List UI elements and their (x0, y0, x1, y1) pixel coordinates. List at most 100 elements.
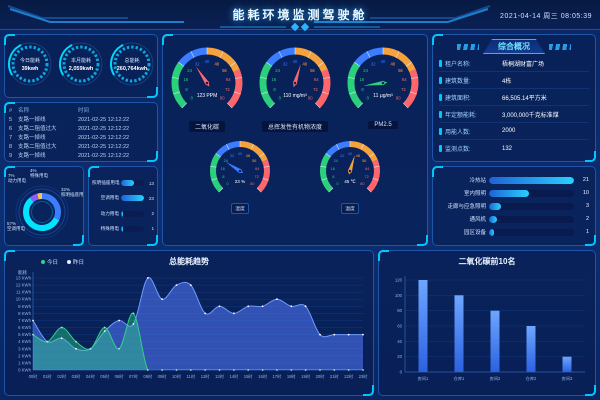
svg-text:72: 72 (364, 175, 368, 179)
gauge-label: 温度 (341, 203, 359, 214)
overview-row-value: 4栋 (502, 78, 512, 85)
svg-text:16时: 16时 (258, 373, 268, 379)
svg-text:3 KWh: 3 KWh (18, 346, 32, 351)
svg-text:72: 72 (401, 87, 406, 92)
svg-text:5 KWh: 5 KWh (18, 332, 32, 337)
co2-bar (526, 326, 536, 372)
svg-text:40: 40 (397, 339, 402, 344)
co2-top10-panel: 二氧化碳前10名 0 20 40 60 80 100 120 房间1 仓库1 房间2 仓库2 房间3 (378, 250, 596, 396)
svg-text:8: 8 (361, 87, 364, 92)
svg-text:40: 40 (238, 152, 242, 156)
co2-bar (562, 356, 572, 372)
svg-text:13时: 13时 (215, 373, 225, 379)
overview-row-value: 3,000,000千克标准煤 (502, 112, 559, 119)
gauge-value: 110 mg/m³ (283, 93, 307, 99)
svg-text:12时: 12时 (201, 373, 211, 379)
svg-text:32: 32 (230, 154, 234, 158)
svg-text:4 KWh: 4 KWh (18, 339, 32, 344)
overview-panel: 综合概况 租户名称: 梧桐湖财富广场 建筑数量: 4栋 建筑面积: 66,505.14平方… (432, 34, 596, 162)
mix-bar-label: 照明插座用电 (92, 180, 120, 186)
kpi-ring-0: 今日能耗 39kwh (7, 41, 53, 92)
alarm-row: 8 支路二阻值过大 2021-02-25 12:12:22 (9, 143, 153, 152)
svg-text:房间3: 房间3 (562, 375, 573, 382)
mix-bar-track (121, 225, 144, 232)
header-deco-center-icon (220, 23, 380, 31)
overview-row-tick (439, 59, 442, 67)
legend-item-昨日[interactable]: 昨日 (67, 258, 84, 266)
svg-text:0: 0 (367, 96, 370, 101)
alarm-cell: 9 (9, 153, 13, 159)
svg-text:56: 56 (362, 159, 366, 163)
trend-y-axis-label: 能耗 (18, 269, 27, 276)
overview-rows: 租户名称: 梧桐湖财富广场 建筑数量: 4栋 建筑面积: 66,505.14平方米 年定额能… (439, 55, 589, 157)
svg-text:0 KWh: 0 KWh (18, 368, 32, 373)
overview-row-tick (439, 110, 442, 118)
gauge-value: 23 % (235, 179, 245, 184)
overview-row-tick (439, 145, 442, 152)
svg-text:72: 72 (225, 87, 230, 92)
svg-text:仓库2: 仓库2 (526, 375, 537, 382)
device-bar-label: 走廊与应急照明 (447, 204, 486, 210)
mix-bar-fill (121, 195, 144, 202)
gauge-value: 11 μg/m³ (373, 93, 393, 99)
gauge-label: 湿度 (231, 203, 249, 214)
donut-label: 57%空调用电 (7, 221, 25, 232)
gauge-co2: 0 8 16 24 32 40 48 56 64 72 80 123 PPM 二氧化碳 (163, 42, 251, 132)
overview-row-label: 建筑面积: (445, 95, 471, 102)
device-bar-fill (489, 176, 574, 184)
gauge-label: PM2.5 (368, 121, 398, 129)
overview-row-label: 年定额能耗: (445, 112, 477, 119)
mix-bar-value: 23 (148, 195, 154, 201)
mix-bar-row: 空调用电 23 (92, 195, 154, 202)
overview-row-label: 建筑数量: (445, 78, 471, 85)
svg-text:9 KWh: 9 KWh (18, 304, 32, 309)
svg-text:40: 40 (205, 59, 210, 64)
svg-text:24: 24 (334, 159, 338, 163)
mix-bar-fill (121, 225, 124, 232)
device-bar-value: 3 (585, 203, 589, 209)
legend-item-今日[interactable]: 今日 (41, 258, 58, 266)
svg-text:8: 8 (273, 87, 276, 92)
svg-text:16: 16 (331, 167, 335, 171)
svg-text:24: 24 (224, 159, 228, 163)
alarm-cell: 2021-02-25 12:12:22 (78, 153, 130, 159)
device-bar-label: 室内照明 (463, 191, 486, 197)
co2-bar-chart: 0 20 40 60 80 100 120 房间1 仓库1 房间2 仓库2 房间3 (395, 276, 585, 382)
svg-text:02时: 02时 (57, 373, 67, 379)
alarm-cell: 2021-02-25 12:12:22 (78, 144, 130, 150)
svg-text:39kwh: 39kwh (22, 66, 39, 72)
svg-text:32: 32 (371, 61, 376, 66)
svg-text:09时: 09时 (158, 373, 168, 379)
overview-row-label: 租户名称: (445, 61, 471, 68)
energy-mix-donut-panel: 32%照明插座用电 57%空调用电 7%动力用电 4%特殊用电 (4, 166, 88, 246)
alarm-cell: 支路二阻值过大 (18, 126, 57, 132)
overview-row-label: 监测点数: (445, 147, 471, 153)
svg-text:04时: 04时 (86, 373, 96, 379)
svg-text:56: 56 (310, 68, 315, 73)
svg-text:房间2: 房间2 (490, 375, 501, 382)
overview-row-value: 2000 (502, 128, 516, 134)
mix-bar-label: 空调用电 (100, 195, 119, 201)
trend-legend: 今日 昨日 (41, 258, 84, 266)
gauge-humidity: 0 8 16 24 32 40 48 56 64 72 80 23 % 湿度 (203, 136, 277, 214)
mix-bar-track (121, 210, 144, 217)
svg-text:13 KWh: 13 KWh (16, 276, 32, 281)
svg-text:24: 24 (275, 68, 280, 73)
kpi-ring-gauge: 今日能耗 39kwh (8, 41, 53, 86)
donut-slice (41, 193, 61, 221)
svg-text:今日能耗: 今日能耗 (20, 57, 40, 64)
svg-text:260,764kwh: 260,764kwh (116, 66, 147, 72)
mix-bar-fill (121, 180, 134, 187)
svg-text:8 KWh: 8 KWh (18, 311, 32, 316)
svg-text:14时: 14时 (229, 373, 239, 379)
svg-text:100: 100 (395, 293, 403, 298)
page-title: 能耗环境监测驾驶舱 (232, 8, 368, 22)
svg-text:1 KWh: 1 KWh (18, 360, 32, 365)
gauge-tvoc: 0 8 16 24 32 40 48 56 64 72 80 110 mg/m³ 总挥发性有机物浓度 (251, 42, 339, 132)
device-count-panel: 冷热站 21 室内照明 10 走廊与应急照明 3 通风机 2 园区设备 1 (432, 166, 596, 246)
overview-row: 租户名称: 梧桐湖财富广场 (439, 55, 589, 72)
svg-text:11 KWh: 11 KWh (16, 290, 32, 295)
device-bar-track (489, 176, 574, 184)
device-bar-row: 室内照明 10 (439, 189, 589, 197)
